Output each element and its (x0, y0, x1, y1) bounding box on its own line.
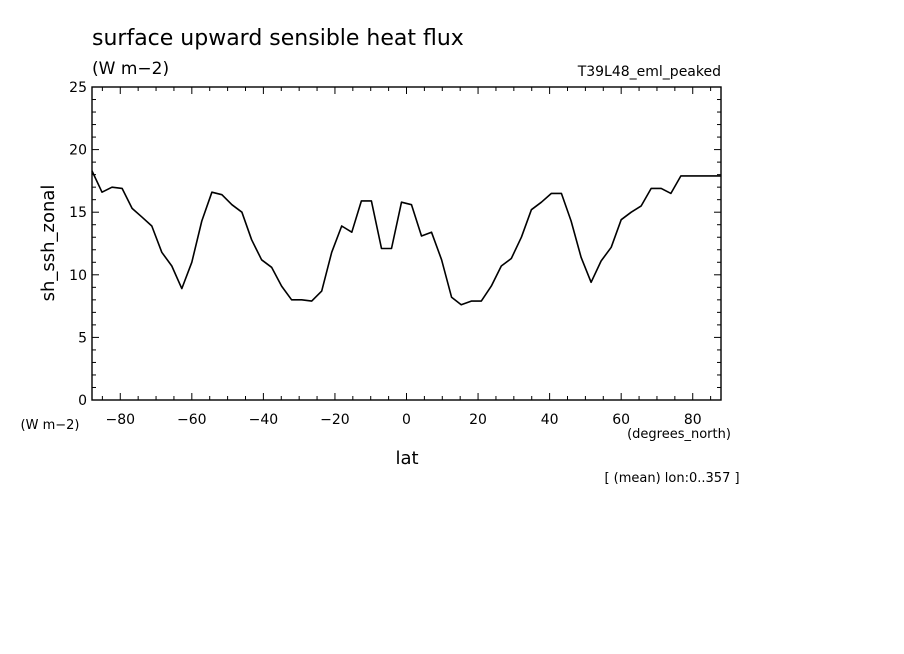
chart-title: surface upward sensible heat flux (92, 26, 464, 51)
series-line-0 (91, 170, 721, 306)
title-units: (W m−2) (92, 59, 169, 79)
y-axis-units: (W m−2) (21, 418, 80, 433)
tick-labels: −80 −60 −40 −20 0 20 40 60 80 0 5 10 15 20 25 (69, 80, 701, 428)
x-axis-units: (degrees_north) (627, 427, 731, 442)
y-tick-label: 15 (69, 205, 87, 221)
x-tick-label: 40 (541, 412, 559, 428)
y-tick-label: 10 (69, 268, 87, 284)
plot-frame (91, 86, 722, 401)
series-layer (91, 170, 721, 306)
axis-ticks (92, 86, 721, 401)
x-tick-label: −40 (249, 412, 279, 428)
y-tick-label: 20 (69, 143, 87, 159)
x-tick-label: −60 (177, 412, 207, 428)
x-tick-label: 60 (612, 412, 630, 428)
x-tick-label: −20 (320, 412, 350, 428)
y-tick-label: 0 (78, 393, 87, 409)
x-tick-label: 20 (469, 412, 487, 428)
y-tick-label: 5 (78, 330, 87, 346)
chart-footnote: [ (mean) lon:0..357 ] (604, 471, 739, 486)
y-tick-label: 25 (69, 80, 87, 96)
x-tick-label: 80 (684, 412, 702, 428)
x-axis-title: lat (395, 448, 418, 469)
x-tick-label: −80 (105, 412, 135, 428)
y-axis-title: sh_ssh_zonal (38, 185, 59, 302)
experiment-label: T39L48_eml_peaked (577, 64, 721, 80)
x-tick-label: 0 (402, 412, 411, 428)
